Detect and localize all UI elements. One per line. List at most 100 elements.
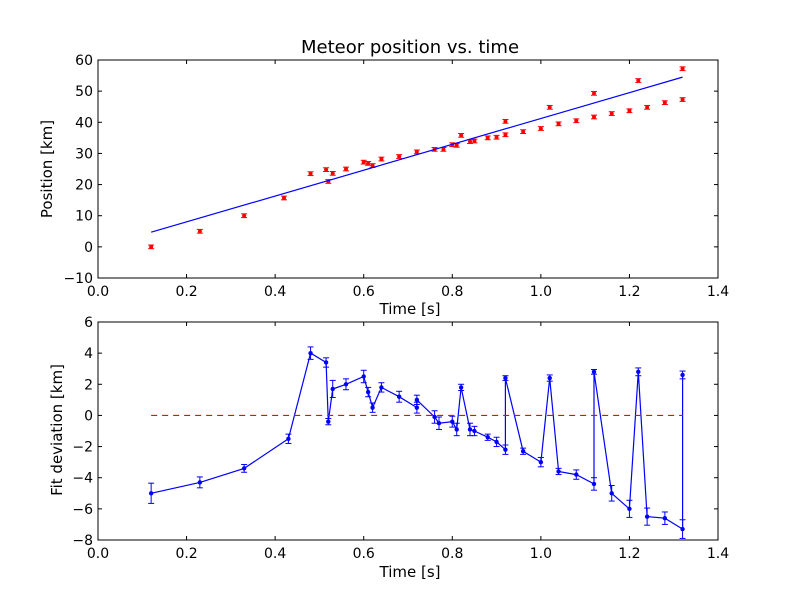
x-tick-label: 0.8 [441, 546, 463, 562]
position-chart: Meteor position vs. time 0.0 0.2 0.4 0.6 0.8… [38, 37, 729, 318]
y-tick-label: −6 [72, 502, 93, 518]
data-point [330, 386, 335, 392]
x-tick-label: 0.4 [264, 284, 286, 300]
x-tick-label: 0.6 [353, 284, 375, 300]
data-point [326, 419, 331, 424]
data-point [574, 472, 579, 477]
data-point [591, 369, 597, 375]
data-point [241, 466, 247, 471]
y-tick-label: 0 [84, 240, 93, 256]
data-point [503, 447, 508, 452]
data-point [467, 427, 473, 432]
data-point [436, 421, 442, 426]
data-point [609, 111, 614, 116]
data-point [441, 147, 446, 152]
x-tick-label: 0.2 [175, 284, 197, 300]
x-tick-label: 0.0 [87, 284, 109, 300]
y-tick-label: 0 [84, 408, 93, 424]
x-tick-label: 1.4 [707, 284, 729, 300]
data-point [330, 171, 335, 176]
y-tick-label: −8 [72, 533, 93, 549]
y-tick-label: 50 [75, 84, 93, 100]
data-point [361, 160, 366, 165]
data-point [485, 435, 490, 440]
data-point [680, 97, 685, 102]
data-point [627, 506, 632, 512]
data-point [396, 394, 402, 399]
data-point [472, 428, 477, 434]
fit-line [150, 76, 683, 233]
data-point [468, 139, 472, 144]
data-point [454, 427, 459, 432]
data-point [547, 375, 552, 381]
position-x-ticks: 0.0 0.2 0.4 0.6 0.8 1.0 1.2 1.4 [87, 60, 729, 300]
data-point [644, 514, 650, 519]
data-point [547, 105, 552, 110]
y-tick-label: 2 [84, 377, 93, 393]
data-point [458, 385, 464, 390]
data-point [432, 414, 437, 420]
data-point [494, 135, 499, 140]
data-point [379, 385, 384, 390]
data-point [323, 360, 329, 365]
data-point [503, 132, 508, 137]
data-point [494, 439, 499, 445]
data-point [680, 526, 685, 532]
data-point [361, 374, 366, 379]
y-tick-label: 60 [75, 53, 93, 69]
data-point [197, 480, 203, 485]
x-tick-label: 0.6 [353, 546, 375, 562]
data-point [324, 167, 329, 172]
chart-title: Meteor position vs. time [301, 37, 519, 58]
deviation-y-axis-label: Fit deviation [km] [48, 364, 66, 496]
data-point [503, 375, 508, 381]
deviation-chart: 0.0 0.2 0.4 0.6 0.8 1.0 1.2 1.4 −8 −6 −4 −2 0 2 4 6 Ti… [48, 315, 729, 581]
data-point [282, 195, 286, 200]
data-point [370, 405, 375, 410]
data-point [574, 118, 579, 123]
data-point [556, 121, 561, 126]
data-point [148, 491, 154, 496]
x-tick-label: 1.0 [530, 284, 552, 300]
x-tick-label: 1.2 [618, 284, 640, 300]
deviation-x-ticks: 0.0 0.2 0.4 0.6 0.8 1.0 1.2 1.4 [87, 322, 729, 562]
data-point [286, 436, 291, 441]
data-point [459, 133, 464, 138]
data-point [365, 389, 371, 395]
x-tick-label: 1.0 [530, 546, 552, 562]
x-tick-label: 1.4 [707, 546, 729, 562]
deviation-x-axis-label: Time [s] [379, 563, 441, 581]
data-point [680, 66, 685, 71]
y-tick-label: 40 [75, 115, 93, 131]
data-point [343, 382, 349, 387]
y-tick-label: −4 [72, 471, 93, 487]
data-point [472, 138, 477, 143]
y-tick-label: −10 [63, 271, 93, 287]
y-tick-label: 20 [75, 178, 93, 194]
x-tick-label: 0.4 [264, 546, 286, 562]
data-point [414, 405, 420, 410]
data-point [397, 154, 402, 159]
data-point [485, 135, 490, 140]
data-point [538, 126, 543, 131]
data-point [627, 108, 632, 113]
data-point [662, 100, 667, 105]
data-point [344, 167, 348, 171]
data-point [662, 516, 668, 521]
data-point [592, 91, 596, 96]
data-point [242, 213, 247, 218]
x-tick-label: 1.2 [618, 546, 640, 562]
x-tick-label: 0.2 [175, 546, 197, 562]
data-point [503, 119, 508, 124]
position-x-axis-label: Time [s] [379, 300, 441, 318]
data-point [556, 469, 561, 474]
data-point [636, 369, 641, 375]
data-point [366, 161, 371, 166]
data-point [680, 372, 685, 378]
deviation-axes-frame [97, 321, 719, 541]
y-tick-label: 4 [84, 346, 93, 362]
data-point [538, 459, 544, 465]
data-point [308, 350, 313, 356]
y-tick-label: 30 [75, 146, 93, 162]
